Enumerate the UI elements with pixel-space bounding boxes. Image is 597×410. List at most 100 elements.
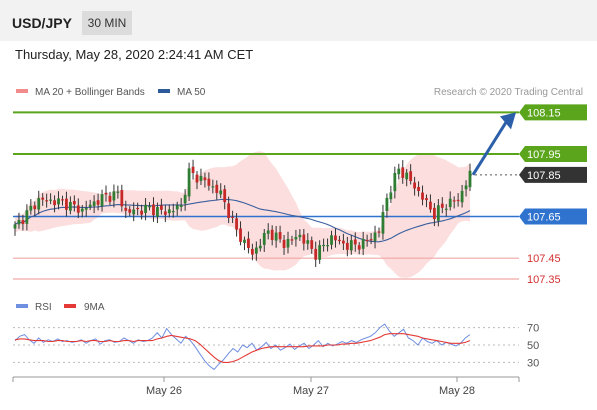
level-tag-108.15 bbox=[519, 104, 587, 121]
candle-body bbox=[250, 248, 254, 255]
candle-body bbox=[365, 239, 369, 242]
candle-body bbox=[432, 207, 436, 220]
candle-body bbox=[100, 194, 104, 207]
candle-body bbox=[278, 232, 282, 240]
level-tag-107.95 bbox=[519, 146, 587, 162]
candle-body bbox=[179, 205, 183, 208]
level-label-108.15: 108.15 bbox=[527, 107, 561, 119]
candle-body bbox=[207, 178, 211, 186]
rsi-ma-legend-swatch bbox=[64, 304, 76, 308]
candle-body bbox=[405, 172, 409, 180]
candle-body bbox=[460, 190, 464, 203]
candle-body bbox=[413, 182, 417, 189]
candle-body bbox=[456, 199, 460, 202]
candle-body bbox=[373, 232, 377, 242]
candle-body bbox=[108, 195, 112, 202]
candle-body bbox=[381, 212, 385, 234]
candle-body bbox=[223, 189, 227, 203]
candle-body bbox=[128, 209, 132, 213]
candle-body bbox=[429, 201, 432, 210]
candle-body bbox=[68, 202, 72, 211]
candle-body bbox=[116, 191, 120, 193]
candle-body bbox=[409, 171, 413, 182]
candle-body bbox=[136, 207, 140, 210]
ma50-polyline bbox=[14, 198, 471, 243]
candle-body bbox=[120, 190, 124, 207]
candle-body bbox=[425, 198, 428, 201]
candle-body bbox=[369, 239, 373, 241]
candle-body bbox=[417, 186, 420, 192]
ma50-legend-label: MA 50 bbox=[177, 87, 206, 98]
candle-body bbox=[191, 166, 195, 174]
candle-body bbox=[330, 235, 333, 245]
candle-body bbox=[310, 240, 314, 249]
candle-body bbox=[104, 192, 108, 195]
candle-body bbox=[421, 192, 424, 200]
candle-body bbox=[444, 208, 448, 210]
candle-body bbox=[298, 234, 302, 238]
candle-body bbox=[274, 232, 278, 241]
candle-body bbox=[156, 207, 159, 217]
forecast-arrow bbox=[471, 112, 516, 176]
x-tick-label: May 26 bbox=[146, 385, 182, 397]
candle-body bbox=[92, 201, 96, 206]
price-level-labels: 108.15 107.95 107.85 107.65 107.45 107.35 bbox=[519, 104, 587, 286]
rsi-legend-swatch bbox=[16, 304, 28, 308]
rsi-ma-legend-label: 9MA bbox=[84, 302, 105, 313]
candle-body bbox=[235, 218, 238, 230]
bollinger-legend-label: MA 20 + Bollinger Bands bbox=[35, 87, 145, 98]
bollinger-legend-swatch bbox=[16, 89, 28, 93]
candle-body bbox=[88, 204, 92, 207]
level-label-107.35: 107.35 bbox=[527, 274, 561, 286]
rsi-legend-label: RSI bbox=[35, 302, 52, 313]
candle-body bbox=[243, 239, 246, 243]
forecast-arrow-shaft bbox=[471, 121, 508, 176]
rsi-panel: 70 50 30 bbox=[13, 323, 539, 371]
candle-body bbox=[84, 208, 88, 210]
candle-body bbox=[183, 194, 187, 204]
candle-body bbox=[148, 206, 151, 208]
candle-body bbox=[464, 185, 468, 190]
bollinger-band-area bbox=[15, 151, 470, 278]
rsi-ma-line bbox=[14, 333, 471, 363]
candle-body bbox=[21, 220, 25, 225]
candle-body bbox=[61, 199, 64, 201]
level-tag-107.65 bbox=[519, 208, 587, 225]
rsi-level-label-70: 70 bbox=[527, 323, 539, 335]
candle-body bbox=[353, 239, 357, 245]
candle-body bbox=[468, 170, 472, 188]
candle-body bbox=[25, 210, 29, 224]
candle-body bbox=[215, 184, 219, 193]
candle-body bbox=[262, 232, 266, 245]
candle-body bbox=[247, 238, 250, 248]
candle-body bbox=[377, 231, 381, 233]
candle-body bbox=[345, 242, 349, 250]
candle-body bbox=[199, 175, 203, 181]
candle-body bbox=[132, 209, 136, 215]
candle-body bbox=[436, 205, 440, 221]
candle-body bbox=[385, 198, 389, 211]
candle-body bbox=[57, 198, 60, 205]
time-axis: May 26 May 27 May 28 bbox=[12, 376, 520, 397]
candle-body bbox=[96, 200, 100, 205]
x-tick-label: May 27 bbox=[293, 385, 329, 397]
ma50-line bbox=[14, 198, 471, 243]
candle-body bbox=[45, 200, 49, 202]
ma50-legend-swatch bbox=[158, 89, 170, 93]
candle-body bbox=[49, 199, 53, 201]
candle-body bbox=[231, 216, 235, 218]
candle-body bbox=[270, 229, 274, 240]
candle-body bbox=[167, 209, 171, 214]
timeframe-badge[interactable]: 30 MIN bbox=[82, 11, 132, 35]
candle-body bbox=[65, 198, 68, 210]
candle-body bbox=[124, 207, 128, 211]
datetime-label: Thursday, May 28, 2020 2:24:41 AM CET bbox=[15, 47, 254, 62]
candle-body bbox=[338, 239, 341, 242]
candle-body bbox=[203, 177, 207, 181]
candle-body bbox=[258, 245, 262, 249]
candle-body bbox=[314, 248, 318, 260]
candle-body bbox=[171, 211, 175, 213]
candle-body bbox=[163, 211, 167, 215]
candle-body bbox=[397, 168, 401, 175]
